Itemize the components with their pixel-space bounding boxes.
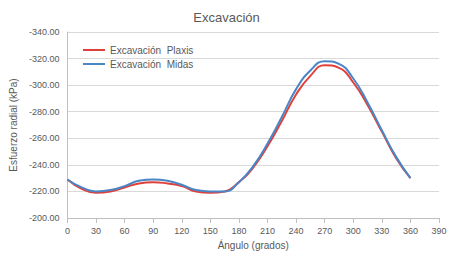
svg-text:-340.00: -340.00 [29, 27, 60, 37]
svg-text:Excavación Midas: Excavación Midas [110, 59, 193, 70]
svg-text:270: 270 [317, 226, 332, 236]
svg-text:30: 30 [91, 226, 101, 236]
svg-text:0: 0 [65, 226, 70, 236]
svg-text:60: 60 [120, 226, 130, 236]
svg-text:90: 90 [148, 226, 158, 236]
svg-text:360: 360 [403, 226, 418, 236]
svg-text:330: 330 [374, 226, 389, 236]
svg-text:Excavación: Excavación [193, 10, 259, 25]
svg-text:-280.00: -280.00 [29, 107, 60, 117]
svg-text:150: 150 [203, 226, 218, 236]
svg-text:Esfuerzo radial (kPa): Esfuerzo radial (kPa) [8, 78, 19, 171]
svg-text:Excavación Plaxis: Excavación Plaxis [110, 45, 193, 56]
svg-text:-220.00: -220.00 [29, 186, 60, 196]
svg-text:390: 390 [431, 226, 446, 236]
svg-text:210: 210 [260, 226, 275, 236]
svg-text:-240.00: -240.00 [29, 160, 60, 170]
svg-text:-260.00: -260.00 [29, 133, 60, 143]
svg-text:-300.00: -300.00 [29, 80, 60, 90]
svg-text:-200.00: -200.00 [29, 213, 60, 223]
svg-text:120: 120 [174, 226, 189, 236]
svg-text:180: 180 [231, 226, 246, 236]
svg-text:Ángulo (grados): Ángulo (grados) [218, 239, 289, 251]
svg-text:300: 300 [346, 226, 361, 236]
svg-text:-320.00: -320.00 [29, 54, 60, 64]
svg-text:240: 240 [289, 226, 304, 236]
